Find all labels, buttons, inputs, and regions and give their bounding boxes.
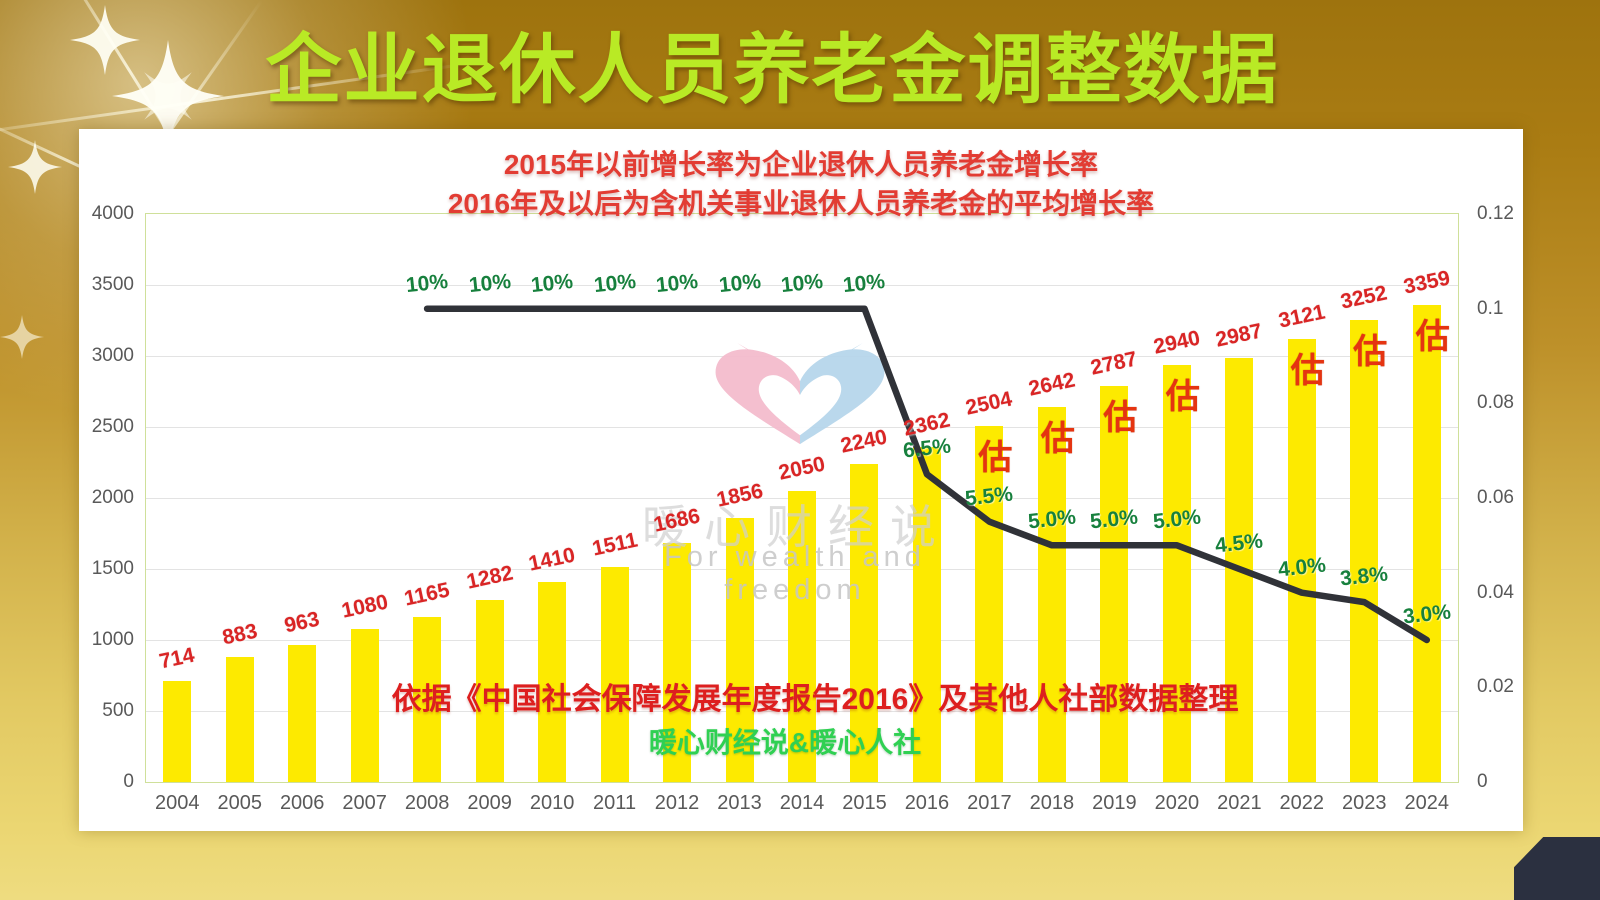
heart-doves-logo [715,342,885,445]
estimate-label: 估 [1353,333,1388,372]
chart-subtitle-line1: 2015年以前增长率为企业退休人员养老金增长率 [503,149,1099,180]
x-tick-label: 2018 [1029,792,1075,814]
bar [538,581,567,782]
y-tick-label-left: 3000 [91,345,134,366]
x-tick-label: 2022 [1279,792,1325,814]
y-tick-label-right: 0.1 [1477,297,1504,319]
x-tick-label: 2012 [654,792,700,814]
bar [1100,386,1129,782]
bar [975,426,1004,782]
bar [1350,320,1379,782]
estimate-label: 估 [1290,351,1325,390]
y-tick-label-right: 0 [1477,771,1488,792]
bar [225,656,254,782]
chart-panel: 2015年以前增长率为企业退休人员养老金增长率 2016年及以后为含机关事业退休… [79,129,1523,831]
bar [1037,406,1066,782]
plot-area: 4000 3500 3000 2500 2000 1500 1000 500 0 0.12 0.1 0… [92,203,1514,814]
y-tick-label-right: 0.02 [1477,676,1514,698]
y-tick-label-left: 2000 [91,487,134,508]
estimate-label: 估 [1103,399,1138,438]
x-tick-label: 2021 [1217,792,1262,814]
rate-label: 10% [467,269,512,297]
estimate-label: 估 [978,439,1013,478]
bar [163,680,192,782]
x-tick-label: 2010 [529,792,575,814]
x-tick-label: 2006 [279,792,325,814]
sparkle-icon [8,140,62,194]
rate-label: 5.5% [964,482,1015,511]
bar [1162,364,1191,782]
estimate-label: 估 [1040,419,1075,458]
y-tick-label-left: 0 [123,771,134,792]
source-note: 依据《中国社会保障发展年度报告2016》及其他人社部数据整理 [391,683,1239,716]
rate-label: 10% [592,269,637,297]
bar [600,567,629,782]
rate-label: 10% [842,269,887,297]
estimate-label: 估 [1165,377,1200,416]
x-tick-label: 2008 [404,792,450,814]
gridline [146,285,1458,286]
bar [413,616,442,782]
bar [1287,338,1316,782]
x-tick-label: 2004 [154,792,200,814]
x-tick-label: 2005 [217,792,262,814]
x-tick-label: 2015 [842,792,887,814]
rate-label: 4.0% [1276,553,1327,582]
credit-line: 暖心财经说&暖心人社 [648,727,922,758]
rate-label: 10% [404,269,450,297]
y-tick-label-left: 500 [102,700,134,721]
bar [663,542,692,782]
bar [288,645,317,782]
bar [1412,305,1441,782]
y-tick-label-right: 0.06 [1477,487,1514,508]
y-tick-label-left: 2500 [91,416,134,437]
x-tick-label: 2009 [467,792,512,814]
rate-label: 10% [779,269,825,297]
gridline [146,356,1458,357]
watermark-brand: 暖心财经说 [642,501,952,553]
x-tick-label: 2020 [1154,792,1200,814]
x-tick-label: 2007 [342,792,387,814]
bar [788,490,816,782]
sparkle-icon [0,315,44,359]
bar [850,463,879,782]
x-tick-label: 2017 [967,792,1012,814]
x-tick-label: 2013 [717,792,762,814]
x-tick-label: 2014 [779,792,825,814]
x-tick-label: 2011 [593,792,637,814]
growth-rate-line [423,305,1431,644]
bar [725,518,754,782]
y-tick-label-right: 0.12 [1477,203,1514,224]
page-title: 企业退休人员养老金调整数据 [265,28,1280,113]
x-tick-label: 2019 [1092,792,1137,814]
y-tick-label-left: 1000 [91,629,134,650]
rate-label: 10% [717,269,762,297]
chart-subtitle-line2: 2016年及以后为含机关事业退休人员养老金的平均增长率 [447,188,1155,219]
y-tick-label-left: 3500 [91,274,134,295]
y-tick-label-right: 0.08 [1477,392,1514,414]
y-tick-label-right: 0.04 [1477,581,1514,603]
chart-subtitle: 2015年以前增长率为企业退休人员养老金增长率 2016年及以后为含机关事业退休… [79,145,1523,223]
estimate-label: 估 [1415,318,1450,357]
rate-label: 10% [529,269,575,297]
bar [475,599,504,782]
rate-label: 10% [654,269,700,297]
x-tick-label: 2024 [1404,792,1450,814]
bar [912,446,941,782]
x-tick-label: 2023 [1342,792,1387,814]
x-tick-label: 2016 [904,792,950,814]
corner-decoration [1514,837,1600,900]
rate-label: 3.0% [1401,600,1452,629]
watermark-tagline: For wealth and freedom [664,541,926,606]
rate-label: 4.5% [1214,529,1265,558]
bar [350,628,379,782]
y-tick-label-left: 1500 [91,558,134,579]
